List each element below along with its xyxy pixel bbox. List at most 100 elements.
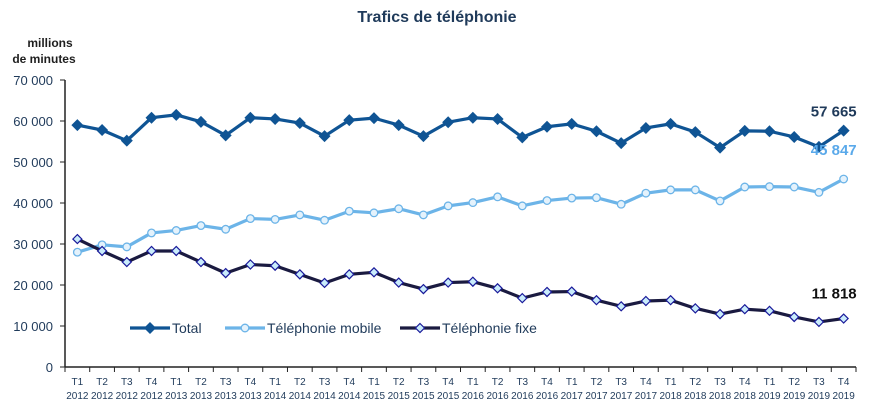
x-tick-label-year: 2014 bbox=[289, 391, 312, 402]
x-tick-label-quarter: T3 bbox=[418, 377, 430, 388]
data-point bbox=[295, 210, 305, 220]
x-tick-label-year: 2017 bbox=[585, 391, 608, 402]
data-point bbox=[418, 283, 429, 295]
data-point bbox=[814, 187, 824, 197]
data-point bbox=[442, 277, 454, 288]
data-point bbox=[221, 224, 231, 234]
y-tick-label: 60 000 bbox=[13, 114, 53, 129]
x-tick-label-quarter: T1 bbox=[368, 377, 380, 388]
x-tick-label-year: 2015 bbox=[388, 391, 411, 402]
data-point bbox=[468, 198, 478, 208]
data-point bbox=[591, 294, 602, 306]
x-tick-label-quarter: T3 bbox=[714, 377, 726, 388]
series-telephonie-mobile: 45 847 bbox=[72, 142, 857, 257]
series-total: 57 665 bbox=[71, 104, 857, 154]
y-tick-label: 50 000 bbox=[13, 155, 53, 170]
data-point bbox=[96, 245, 108, 257]
data-point bbox=[763, 125, 776, 138]
data-point bbox=[194, 115, 207, 128]
data-point bbox=[367, 112, 380, 125]
data-point bbox=[541, 120, 554, 133]
end-value-label: 57 665 bbox=[811, 104, 857, 121]
data-point bbox=[220, 267, 232, 279]
x-tick-label-quarter: T2 bbox=[788, 377, 800, 388]
data-point bbox=[689, 303, 701, 314]
data-point bbox=[493, 192, 503, 202]
data-point bbox=[714, 308, 726, 320]
data-point bbox=[170, 108, 183, 121]
x-tick-label-year: 2012 bbox=[116, 391, 139, 402]
x-tick-label-quarter: T1 bbox=[665, 377, 677, 388]
data-point bbox=[740, 182, 750, 192]
x-tick-label-year: 2019 bbox=[808, 391, 831, 402]
x-tick-label-quarter: T1 bbox=[269, 377, 281, 388]
data-point bbox=[147, 228, 156, 238]
x-tick-label-quarter: T4 bbox=[838, 377, 850, 388]
data-point bbox=[245, 259, 256, 270]
x-tick-label-quarter: T2 bbox=[689, 377, 701, 388]
x-tick-label-year: 2016 bbox=[462, 391, 485, 402]
x-tick-label-year: 2016 bbox=[486, 391, 509, 402]
y-tick-label: 0 bbox=[46, 360, 53, 375]
data-point bbox=[343, 268, 355, 280]
x-tick-label-year: 2015 bbox=[412, 391, 435, 402]
data-point bbox=[665, 294, 676, 306]
data-point bbox=[195, 256, 207, 268]
x-tick-label-quarter: T2 bbox=[591, 377, 603, 388]
x-tick-label-year: 2017 bbox=[561, 391, 584, 402]
data-point bbox=[343, 114, 356, 127]
x-tick-label-quarter: T2 bbox=[294, 377, 306, 388]
series-telephonie-fixe: 11 818 bbox=[72, 233, 857, 328]
data-point bbox=[319, 277, 330, 289]
data-point bbox=[96, 124, 109, 137]
x-tick-label-quarter: T2 bbox=[96, 377, 108, 388]
data-point bbox=[592, 193, 601, 203]
x-tick-label-quarter: T4 bbox=[146, 377, 158, 388]
x-tick-label-quarter: T3 bbox=[121, 377, 133, 388]
end-value-label: 11 818 bbox=[812, 286, 857, 303]
data-point bbox=[344, 206, 354, 216]
data-point bbox=[196, 221, 206, 230]
data-point bbox=[616, 199, 626, 209]
data-point bbox=[145, 111, 158, 124]
data-point bbox=[615, 300, 627, 312]
x-tick-label-year: 2012 bbox=[140, 391, 163, 402]
legend-label: Total bbox=[172, 320, 202, 336]
x-tick-label-quarter: T4 bbox=[442, 377, 454, 388]
data-point bbox=[417, 130, 430, 143]
data-point bbox=[121, 256, 133, 268]
x-tick-label-year: 2013 bbox=[239, 391, 262, 402]
data-point bbox=[517, 201, 527, 211]
data-point bbox=[294, 268, 306, 280]
series-line-telephonie-fixe bbox=[76, 237, 844, 324]
chart-title: Trafics de téléphonie bbox=[357, 9, 516, 26]
data-point bbox=[244, 111, 257, 124]
legend-item-telephonie-mobile: Téléphonie mobile bbox=[225, 320, 382, 336]
data-point bbox=[764, 305, 775, 317]
data-point bbox=[369, 208, 379, 218]
legend-marker bbox=[240, 323, 250, 333]
data-point bbox=[788, 130, 801, 143]
x-tick-label-year: 2019 bbox=[758, 391, 781, 402]
data-point bbox=[689, 126, 702, 139]
x-tick-label-year: 2019 bbox=[833, 391, 856, 402]
data-point bbox=[813, 316, 825, 328]
data-point bbox=[146, 245, 157, 257]
data-point bbox=[72, 247, 82, 257]
data-point bbox=[492, 282, 503, 294]
x-tick-label-year: 2013 bbox=[165, 391, 188, 402]
data-point bbox=[788, 311, 800, 323]
data-point bbox=[641, 188, 651, 198]
x-tick-label-quarter: T3 bbox=[319, 377, 331, 388]
data-point bbox=[789, 182, 799, 192]
data-point bbox=[171, 226, 181, 235]
x-tick-label-quarter: T4 bbox=[739, 377, 751, 388]
x-tick-label-year: 2017 bbox=[610, 391, 633, 402]
data-point bbox=[812, 140, 825, 153]
data-point bbox=[666, 185, 676, 195]
x-tick-label-quarter: T4 bbox=[640, 377, 652, 388]
x-tick-label-year: 2012 bbox=[66, 391, 89, 402]
data-point bbox=[765, 182, 774, 192]
data-point bbox=[567, 193, 577, 203]
